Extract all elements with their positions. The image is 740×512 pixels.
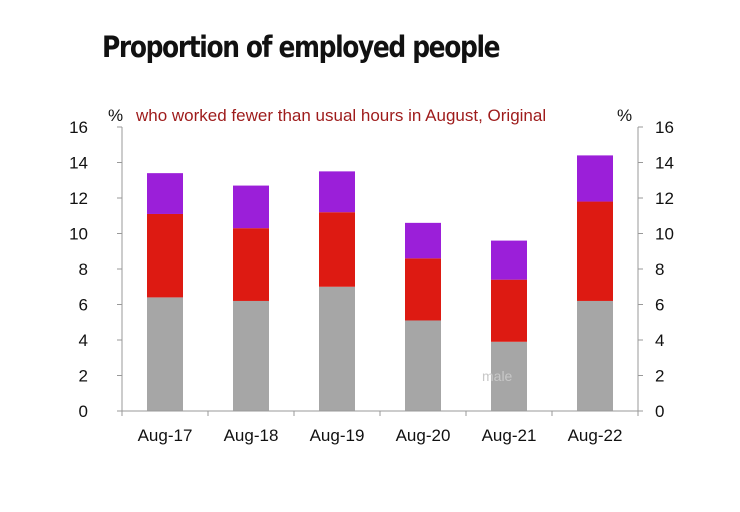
bar-segment-aug-22-s3: [577, 155, 613, 202]
bar-segment-aug-17-s2: [147, 213, 183, 298]
axes-layer: [121, 127, 639, 412]
y-tick-label-right: 16: [655, 118, 674, 137]
y-tick-label-left: 6: [79, 296, 88, 315]
y-tick-label-left: 14: [69, 154, 88, 173]
bar-segment-aug-18-s2: [233, 228, 269, 301]
bar-segment-aug-19-s2: [319, 212, 355, 287]
y-tick-label-left: 16: [69, 118, 88, 137]
chart-subtitle: who worked fewer than usual hours in Aug…: [135, 106, 546, 125]
inline-series-label: male: [482, 368, 513, 384]
y-tick-label-right: 0: [655, 402, 664, 421]
y-unit-right: %: [617, 106, 632, 125]
x-tick-label: Aug-19: [310, 426, 365, 445]
bar-segment-aug-17-s3: [147, 173, 183, 214]
bar-segment-aug-20-s1: [405, 320, 441, 411]
y-tick-label-right: 12: [655, 189, 674, 208]
x-tick-label: Aug-22: [568, 426, 623, 445]
y-tick-label-left: 2: [79, 367, 88, 386]
chart-title: Proportion of employed people: [102, 30, 501, 64]
bar-segment-aug-19-s3: [319, 171, 355, 213]
bar-segment-aug-21-s3: [491, 240, 527, 280]
y-tick-label-right: 4: [655, 331, 664, 350]
x-tick-label: Aug-21: [482, 426, 537, 445]
bar-segment-aug-22-s1: [577, 300, 613, 411]
bar-segment-aug-19-s1: [319, 286, 355, 411]
y-tick-label-left: 10: [69, 225, 88, 244]
y-tick-label-left: 0: [79, 402, 88, 421]
bar-segment-aug-20-s2: [405, 258, 441, 321]
y-tick-label-left: 4: [79, 331, 88, 350]
x-tick-label: Aug-18: [224, 426, 279, 445]
y-tick-label-right: 6: [655, 296, 664, 315]
y-tick-label-left: 8: [79, 260, 88, 279]
bar-segment-aug-17-s1: [147, 297, 183, 411]
bar-segment-aug-18-s1: [233, 300, 269, 411]
bars-layer: [147, 155, 613, 411]
y-tick-label-right: 8: [655, 260, 664, 279]
bar-segment-aug-20-s3: [405, 222, 441, 259]
y-tick-label-right: 14: [655, 154, 674, 173]
y-tick-label-right: 10: [655, 225, 674, 244]
bar-segment-aug-18-s3: [233, 185, 269, 229]
bar-segment-aug-21-s1: [491, 341, 527, 411]
bar-segment-aug-22-s2: [577, 201, 613, 301]
ticks-layer: 0 0 2 2 4 4 6 6 8 8 10 10 12 12 14 14 16 16 Aug-17 Aug-18 Au…: [69, 118, 674, 445]
y-tick-label-left: 12: [69, 189, 88, 208]
y-unit-left: %: [108, 106, 123, 125]
x-tick-label: Aug-17: [138, 426, 193, 445]
bar-segment-aug-21-s2: [491, 279, 527, 342]
x-tick-label: Aug-20: [396, 426, 451, 445]
y-tick-label-right: 2: [655, 367, 664, 386]
